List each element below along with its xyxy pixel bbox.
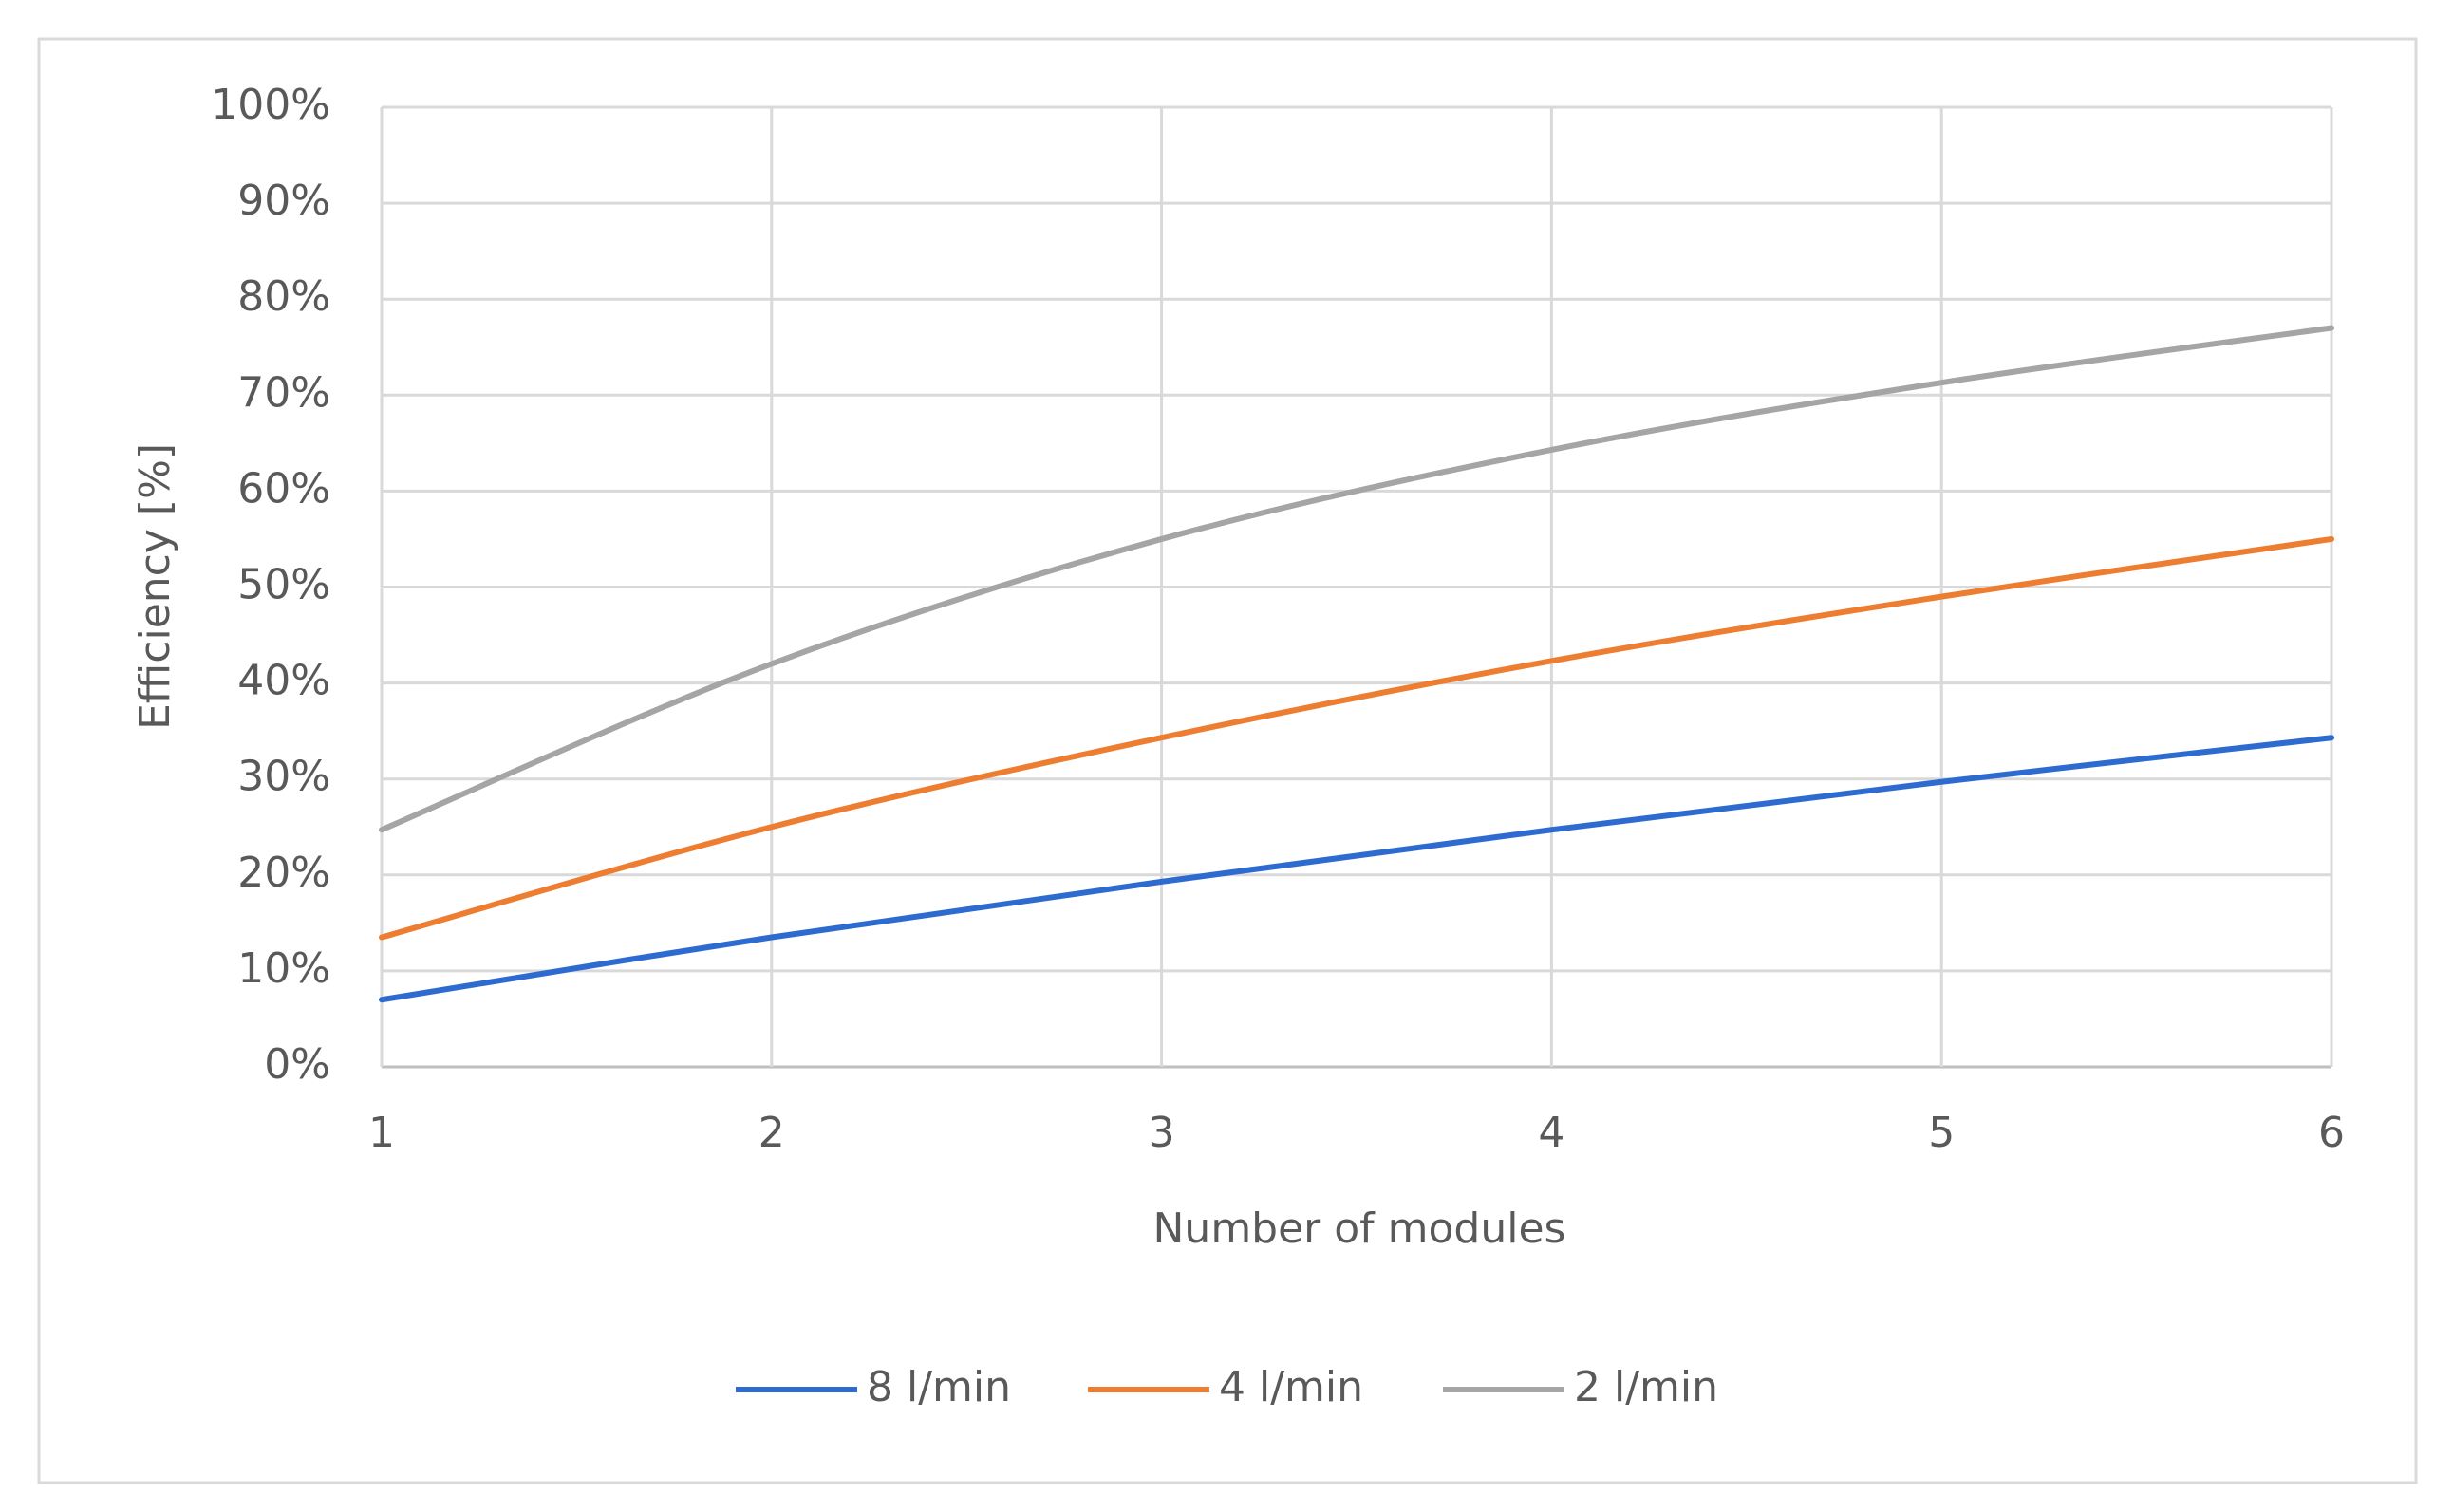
y-tick-label: 20%: [237, 849, 330, 897]
chart-frame: [37, 37, 2418, 1484]
line-series: [379, 735, 2334, 1003]
y-tick-label: 50%: [237, 561, 330, 609]
y-tick-label: 80%: [237, 272, 330, 321]
y-tick-label: 100%: [211, 81, 330, 129]
x-tick-label: 1: [368, 1109, 395, 1157]
x-axis-title: Number of modules: [1153, 1204, 1566, 1253]
y-tick-label: 60%: [237, 464, 330, 513]
y-tick-label: 90%: [237, 177, 330, 225]
x-tick-label: 5: [1928, 1109, 1955, 1157]
x-tick-label: 2: [758, 1109, 785, 1157]
y-tick-label: 70%: [237, 368, 330, 417]
y-tick-label: 0%: [264, 1040, 330, 1089]
legend-label: 8 l/min: [867, 1363, 1011, 1411]
y-tick-label: 10%: [237, 944, 330, 993]
legend-label: 2 l/min: [1574, 1363, 1718, 1411]
x-tick-label: 4: [1538, 1109, 1564, 1157]
line-series: [379, 325, 2334, 833]
y-axis-title: Efficiency [%]: [131, 443, 179, 730]
line-series: [379, 535, 2334, 941]
y-tick-label: 30%: [237, 753, 330, 801]
x-tick-label: 6: [2318, 1109, 2345, 1157]
y-tick-label: 40%: [237, 657, 330, 705]
legend-label: 4 l/min: [1219, 1363, 1363, 1411]
x-tick-label: 3: [1149, 1109, 1175, 1157]
